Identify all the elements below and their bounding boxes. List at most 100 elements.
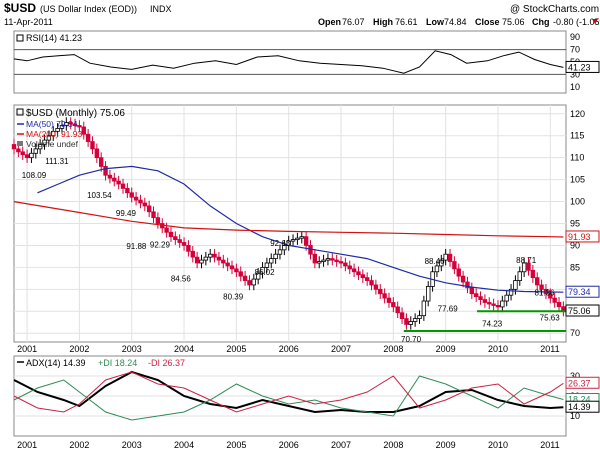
candle-body xyxy=(325,258,331,261)
chart-name: (US Dollar Index (EOD)) xyxy=(40,4,137,14)
price-y-tick-label: 110 xyxy=(570,153,584,163)
candle-body xyxy=(20,151,25,156)
candle-body xyxy=(439,259,444,267)
price-annotation: 81.36 xyxy=(534,288,555,297)
candle-body xyxy=(212,253,217,258)
high-value: 76.61 xyxy=(395,17,418,27)
x-axis-year-label: 2010 xyxy=(488,440,508,450)
low-value: 74.84 xyxy=(444,17,467,27)
candle-body xyxy=(85,133,91,142)
rsi-panel: 907050301041.23 xyxy=(13,32,600,92)
volume-legend-swatch xyxy=(17,141,23,146)
close-value: 75.06 xyxy=(502,17,525,27)
candle-body xyxy=(317,261,322,264)
candle-body xyxy=(29,152,34,159)
price-annotation: 86.02 xyxy=(255,268,276,277)
x-axis-year-label: 2011 xyxy=(540,440,559,450)
candle-body xyxy=(194,256,200,264)
price-annotation: 111.31 xyxy=(45,157,69,166)
candle-body xyxy=(99,157,104,167)
candle-body xyxy=(338,261,344,264)
x-axis-year-label: 2004 xyxy=(174,440,194,450)
candle-body xyxy=(234,268,239,273)
ma50-legend-label: MA(50) 79.34 xyxy=(26,119,78,129)
candle-body xyxy=(447,253,453,262)
candle-body xyxy=(221,259,226,264)
candle-body xyxy=(37,144,43,150)
candle-body xyxy=(164,227,169,233)
close-label: Close xyxy=(475,17,500,27)
candle-body xyxy=(535,277,540,286)
candle-body xyxy=(16,148,21,153)
price-annotation: 70.70 xyxy=(401,335,422,344)
rsi-value-tag xyxy=(565,60,600,73)
price-annotation: 88.46 xyxy=(425,257,446,266)
candle-body xyxy=(356,271,361,276)
candle-body xyxy=(508,288,514,296)
x-axis-year-label: 2011 xyxy=(540,344,559,354)
adx-value-tag-label: 26.37 xyxy=(568,378,591,388)
price-panel-title: $USD (Monthly) 75.06 xyxy=(26,108,125,119)
candle-body xyxy=(517,271,522,281)
candle-body xyxy=(539,284,544,290)
candle-body xyxy=(255,272,261,280)
candle-body xyxy=(351,268,357,273)
price-value-tag xyxy=(565,230,600,243)
candle-body xyxy=(404,318,409,325)
x-axis-year-label: 2002 xyxy=(69,344,89,354)
candle-body xyxy=(203,256,209,261)
x-axis-year-label: 2001 xyxy=(17,440,37,450)
rsi-value-tag-label: 41.23 xyxy=(568,62,591,72)
x-axis-year-label: 2003 xyxy=(122,344,142,354)
price-annotation: 84.56 xyxy=(171,274,192,283)
candle-body xyxy=(277,249,283,255)
candle-body xyxy=(303,236,309,246)
rsi-label: RSI(14) 41.23 xyxy=(26,33,82,43)
rsi-y-tick-label: 90 xyxy=(570,32,580,42)
chart-exchange: INDX xyxy=(150,4,172,14)
candle-body xyxy=(378,288,383,295)
price-y-tick-label: 105 xyxy=(570,175,585,185)
minus-di-label: -DI 26.37 xyxy=(148,358,185,368)
candle-body xyxy=(42,139,47,145)
x-axis-year-label: 2003 xyxy=(122,440,142,450)
candle-body xyxy=(421,300,427,317)
chg-value: -0.80 (-1.05%) xyxy=(553,17,600,27)
price-annotation: 74.23 xyxy=(482,320,503,329)
candle-body xyxy=(77,125,82,128)
candle-body xyxy=(146,205,152,213)
candle-body xyxy=(412,318,418,322)
candle-body xyxy=(208,253,213,258)
x-axis-year-label: 2001 xyxy=(17,344,37,354)
candle-body xyxy=(343,262,348,267)
candle-body xyxy=(364,277,370,281)
copyright-label: @ StockCharts.com xyxy=(510,4,599,15)
candle-body xyxy=(51,130,56,137)
price-annotation: 77.69 xyxy=(438,304,459,313)
x-axis-year-label: 2006 xyxy=(279,440,299,450)
candle-body xyxy=(504,294,509,302)
candle-body xyxy=(487,302,492,305)
x-axis-year-label: 2007 xyxy=(331,440,351,450)
candle-body xyxy=(399,312,405,319)
candle-body xyxy=(59,125,65,129)
price-annotation: 108.09 xyxy=(22,171,47,180)
candle-body xyxy=(229,265,235,270)
price-annotation: 80.39 xyxy=(223,293,244,302)
candle-body xyxy=(526,262,531,271)
candle-body xyxy=(295,237,300,241)
ma200-legend-label: MA(200) 91.93 xyxy=(26,129,82,139)
candle-body xyxy=(530,269,536,279)
candle-body xyxy=(408,321,413,325)
candle-body xyxy=(199,259,204,264)
x-axis-year-label: 2009 xyxy=(436,440,456,450)
candle-body xyxy=(482,299,488,303)
candle-body xyxy=(282,245,287,251)
rsi-y-tick-label: 10 xyxy=(570,82,580,92)
candle-body xyxy=(94,148,100,159)
price-y-tick-label: 120 xyxy=(570,109,585,119)
candle-body xyxy=(242,275,248,281)
candle-body xyxy=(360,274,366,279)
candle-body xyxy=(151,211,156,219)
